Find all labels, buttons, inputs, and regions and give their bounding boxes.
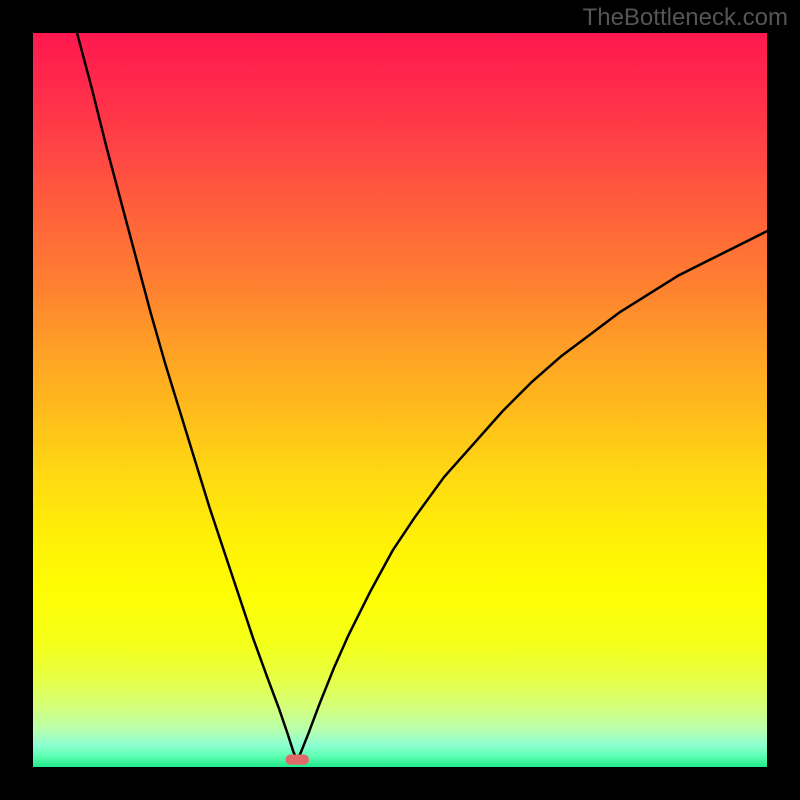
minimum-marker bbox=[286, 755, 309, 765]
plot-background bbox=[33, 33, 767, 767]
chart-svg bbox=[0, 0, 800, 800]
chart-canvas: TheBottleneck.com bbox=[0, 0, 800, 800]
watermark-text: TheBottleneck.com bbox=[583, 4, 788, 32]
